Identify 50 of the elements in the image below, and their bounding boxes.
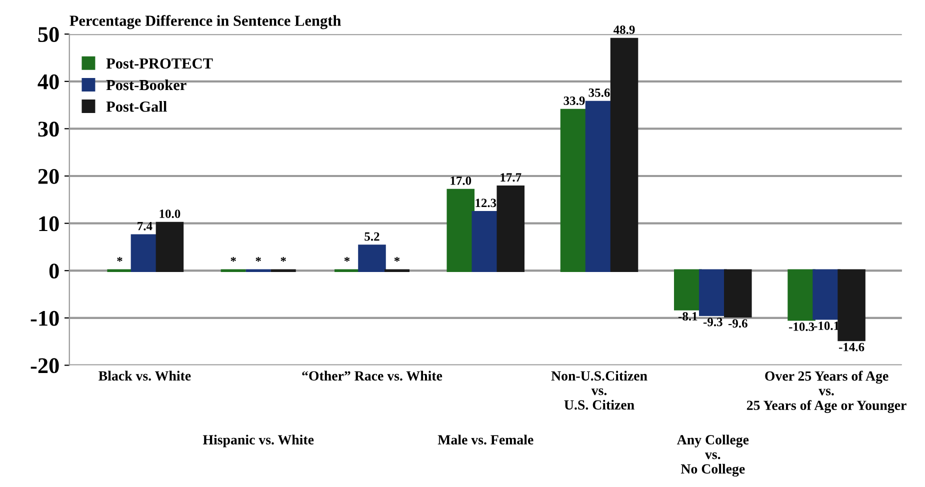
data-label: * xyxy=(344,256,350,262)
data-label: -10.3 xyxy=(788,322,814,331)
data-label: * xyxy=(230,256,236,262)
data-label: -14.6 xyxy=(838,342,864,352)
data-label: -8.1 xyxy=(678,312,698,321)
y-tick-label: 20 xyxy=(38,168,59,184)
data-label: * xyxy=(117,256,122,262)
bar xyxy=(788,269,816,321)
bar xyxy=(724,269,752,318)
x-tick-label: Any College vs. No College xyxy=(676,434,749,477)
y-tick-label: 0 xyxy=(49,264,59,279)
data-label: -9.6 xyxy=(728,319,748,328)
legend-label: Post-PROTECT xyxy=(106,58,213,69)
y-tick-label: 40 xyxy=(38,74,59,90)
x-tick-label: Over 25 Years of Age vs. 25 Years of Age or Younger xyxy=(746,370,906,413)
x-tick-label: Male vs. Female xyxy=(438,434,534,445)
data-label: * xyxy=(394,256,400,262)
data-label: 10.0 xyxy=(160,210,180,218)
x-tick-label: Hispanic vs. White xyxy=(202,434,314,448)
data-label: * xyxy=(280,256,286,262)
y-tick-label: -20 xyxy=(30,358,59,374)
x-tick-label: Black vs. White xyxy=(98,370,191,381)
data-label: 12.3 xyxy=(476,198,496,208)
data-label: 35.6 xyxy=(588,88,610,97)
data-label: 7.4 xyxy=(138,222,152,230)
bar xyxy=(674,269,702,310)
y-tick-label: 10 xyxy=(39,216,59,232)
data-label: 17.7 xyxy=(500,173,522,182)
data-label: 17.0 xyxy=(450,176,472,185)
bar xyxy=(358,244,386,272)
data-label: * xyxy=(256,256,261,262)
data-label: -9.3 xyxy=(703,318,722,326)
bar xyxy=(610,38,638,272)
legend-label: Post-Booker xyxy=(106,79,186,90)
bar xyxy=(496,186,525,272)
data-label: 33.9 xyxy=(564,96,585,105)
y-tick-label: 50 xyxy=(38,27,59,42)
bar xyxy=(446,188,475,272)
y-tick-label: 30 xyxy=(38,122,59,137)
x-tick-label: Non-U.S.Citizen vs. U.S. Citizen xyxy=(551,370,648,410)
bar xyxy=(812,269,840,320)
y-tick-label: -10 xyxy=(30,310,59,326)
chart-title: Percentage Difference in Sentence Length xyxy=(70,15,341,30)
bar xyxy=(838,269,866,342)
data-label: 5.2 xyxy=(364,232,380,241)
bar xyxy=(156,222,184,272)
data-label: 48.9 xyxy=(613,26,635,34)
bar xyxy=(699,269,727,316)
legend-label: Post-Gall xyxy=(106,101,167,112)
x-tick-label: “Other” Race vs. White xyxy=(302,370,442,381)
